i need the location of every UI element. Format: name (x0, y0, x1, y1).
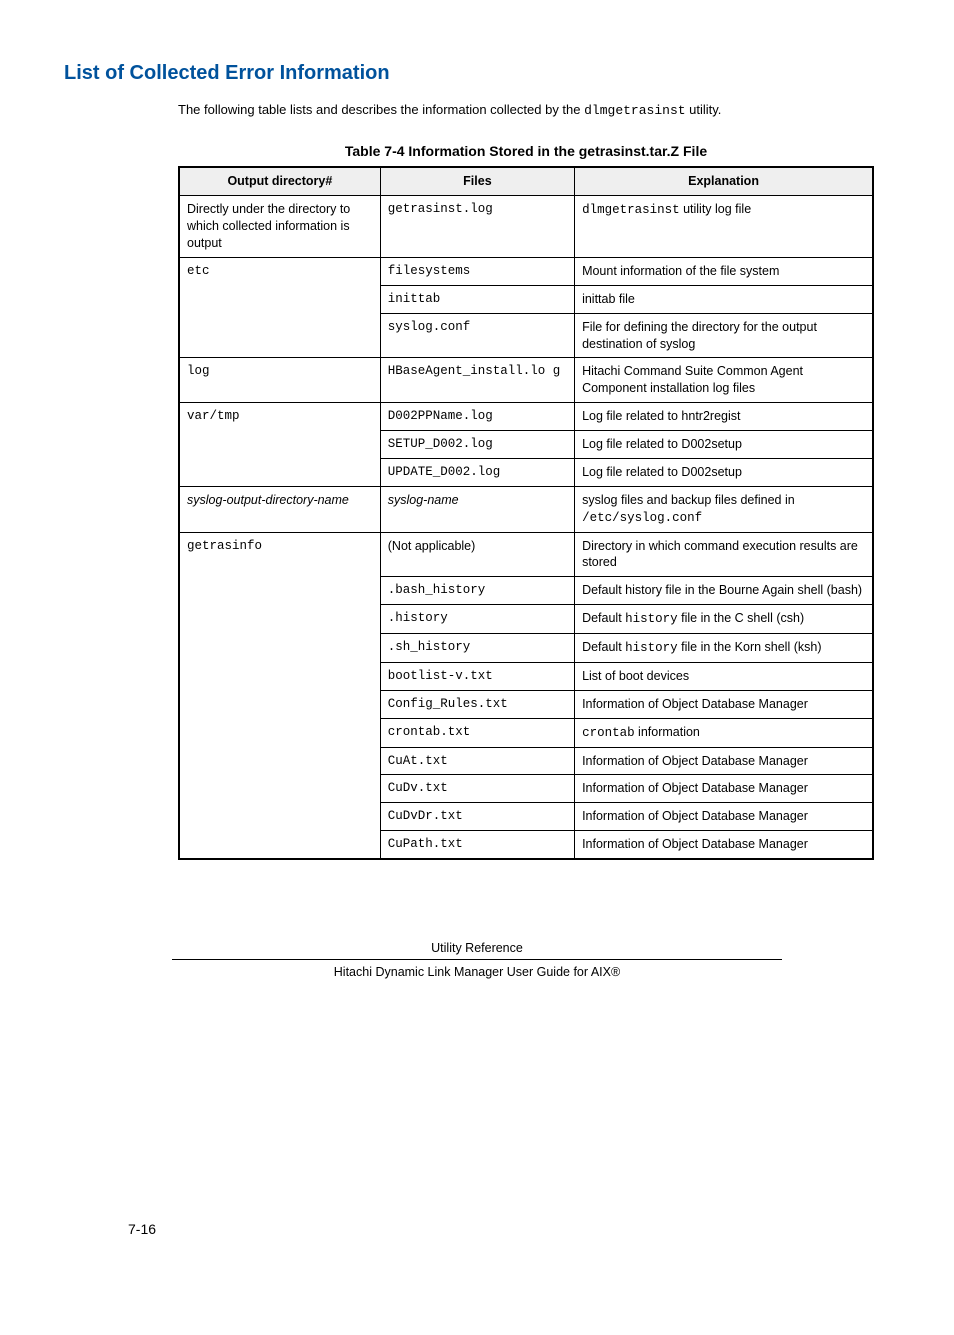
table-row: var/tmpD002PPName.logLog file related to… (179, 403, 873, 431)
intro-code: dlmgetrasinst (584, 103, 685, 118)
cell-file: CuAt.txt (380, 747, 574, 775)
error-info-table: Output directory# Files Explanation Dire… (178, 166, 874, 860)
cell-explanation: Directory in which command execution res… (575, 532, 873, 577)
table-body: Directly under the directory to which co… (179, 196, 873, 859)
cell-file: syslog-name (380, 486, 574, 532)
cell-output-directory: Directly under the directory to which co… (179, 196, 380, 258)
cell-file: Config_Rules.txt (380, 690, 574, 718)
cell-explanation: Information of Object Database Manager (575, 775, 873, 803)
cell-output-directory: var/tmp (179, 403, 380, 487)
cell-file: getrasinst.log (380, 196, 574, 258)
cell-output-directory: log (179, 358, 380, 403)
table-row: syslog-output-directory-namesyslog-names… (179, 486, 873, 532)
cell-explanation: List of boot devices (575, 662, 873, 690)
table-row: getrasinfo(Not applicable)Directory in w… (179, 532, 873, 577)
intro-text-2: utility. (686, 102, 722, 117)
cell-file: HBaseAgent_install.lo g (380, 358, 574, 403)
cell-explanation: Log file related to D002setup (575, 431, 873, 459)
cell-file: filesystems (380, 257, 574, 285)
cell-explanation: inittab file (575, 285, 873, 313)
th-explanation: Explanation (575, 167, 873, 195)
cell-explanation: Default history file in the Korn shell (… (575, 634, 873, 663)
intro-paragraph: The following table lists and describes … (178, 101, 890, 120)
cell-file: .bash_history (380, 577, 574, 605)
table-caption: Table 7-4 Information Stored in the getr… (178, 142, 874, 161)
th-files: Files (380, 167, 574, 195)
cell-file: UPDATE_D002.log (380, 458, 574, 486)
cell-explanation: Information of Object Database Manager (575, 747, 873, 775)
cell-file: CuDvDr.txt (380, 803, 574, 831)
table-row: Directly under the directory to which co… (179, 196, 873, 258)
cell-explanation: Information of Object Database Manager (575, 803, 873, 831)
cell-explanation: Hitachi Command Suite Common Agent Compo… (575, 358, 873, 403)
cell-file: CuPath.txt (380, 831, 574, 859)
th-output-directory: Output directory# (179, 167, 380, 195)
cell-explanation: Mount information of the file system (575, 257, 873, 285)
cell-explanation: Information of Object Database Manager (575, 831, 873, 859)
cell-output-directory: getrasinfo (179, 532, 380, 859)
cell-output-directory: syslog-output-directory-name (179, 486, 380, 532)
cell-explanation: File for defining the directory for the … (575, 313, 873, 358)
cell-explanation: Log file related to D002setup (575, 458, 873, 486)
cell-output-directory: etc (179, 257, 380, 358)
cell-file: inittab (380, 285, 574, 313)
cell-explanation: Default history file in the Bourne Again… (575, 577, 873, 605)
cell-explanation: Default history file in the C shell (csh… (575, 605, 873, 634)
footer-section: Utility Reference (64, 940, 890, 957)
cell-file: syslog.conf (380, 313, 574, 358)
cell-explanation: dlmgetrasinst utility log file (575, 196, 873, 258)
table-row: etcfilesystemsMount information of the f… (179, 257, 873, 285)
footer-divider (172, 959, 782, 960)
cell-file: SETUP_D002.log (380, 431, 574, 459)
cell-file: .history (380, 605, 574, 634)
footer-guide: Hitachi Dynamic Link Manager User Guide … (64, 964, 890, 981)
page-number: 7-16 (128, 1220, 156, 1239)
page-footer: Utility Reference Hitachi Dynamic Link M… (64, 940, 890, 981)
cell-explanation: Information of Object Database Manager (575, 690, 873, 718)
table-row: logHBaseAgent_install.lo gHitachi Comman… (179, 358, 873, 403)
table-header-row: Output directory# Files Explanation (179, 167, 873, 195)
cell-file: bootlist-v.txt (380, 662, 574, 690)
cell-file: crontab.txt (380, 718, 574, 747)
cell-explanation: Log file related to hntr2regist (575, 403, 873, 431)
intro-text-1: The following table lists and describes … (178, 102, 584, 117)
cell-explanation: syslog files and backup files defined in… (575, 486, 873, 532)
cell-explanation: crontab information (575, 718, 873, 747)
cell-file: D002PPName.log (380, 403, 574, 431)
page-heading: List of Collected Error Information (64, 60, 890, 87)
cell-file: (Not applicable) (380, 532, 574, 577)
cell-file: .sh_history (380, 634, 574, 663)
cell-file: CuDv.txt (380, 775, 574, 803)
